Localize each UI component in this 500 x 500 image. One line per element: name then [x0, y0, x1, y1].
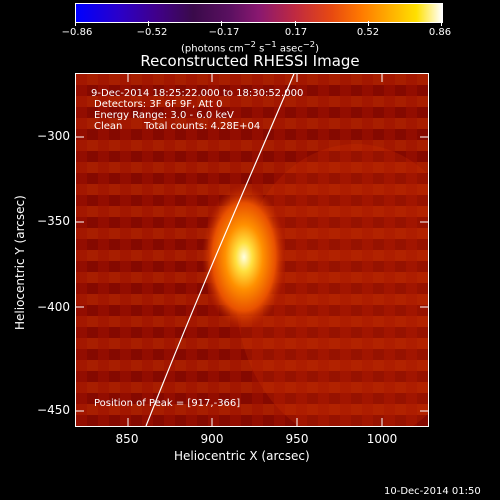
render-timestamp: 10-Dec-2014 01:50: [384, 486, 481, 497]
colorbar-tick-label: 0.17: [284, 27, 308, 38]
y-tick-label: −400: [37, 300, 70, 314]
x-tick-label: 850: [115, 432, 139, 446]
colorbar: [75, 3, 443, 23]
colorbar-tick-label: −0.86: [61, 27, 93, 38]
y-tick-label: −300: [37, 129, 70, 143]
rhessi-image-plot: 9-Dec-2014 18:25:22.000 to 18:30:52.000 …: [75, 73, 429, 427]
colorbar-tick-label: 0.52: [356, 27, 380, 38]
flare-source: [202, 185, 286, 329]
colorbar-tick-label: −0.52: [136, 27, 168, 38]
rhessi-image: [76, 74, 428, 426]
peak-position-label: Position of Peak = [917,-366]: [94, 398, 241, 409]
y-tick-label: −450: [37, 403, 70, 417]
solar-limb-line: [145, 74, 295, 426]
colorbar-unit: (photons cm−2 s−1 asec−2): [180, 39, 320, 55]
y-tick-label: −350: [37, 214, 70, 228]
y-axis-label: Heliocentric Y (arcsec): [13, 195, 27, 330]
total-counts-label: Total counts: 4.28E+04: [144, 121, 261, 132]
x-tick-label: 1000: [366, 432, 398, 446]
x-tick-label: 900: [200, 432, 224, 446]
image-title: Reconstructed RHESSI Image: [140, 52, 360, 70]
colorbar-ticks: [75, 21, 443, 27]
x-tick-label: 950: [285, 432, 309, 446]
colorbar-tick-label: −0.17: [208, 27, 240, 38]
clean-label: Clean: [94, 121, 123, 132]
energy-range-label: Energy Range: 3.0 - 6.0 keV: [94, 110, 234, 121]
colorbar-tick-label: 0.86: [428, 27, 452, 38]
detectors-label: Detectors: 3F 6F 9F, Att 0: [94, 99, 223, 110]
time-range-label: 9-Dec-2014 18:25:22.000 to 18:30:52.000: [91, 88, 304, 99]
x-axis-label: Heliocentric X (arcsec): [174, 449, 310, 463]
